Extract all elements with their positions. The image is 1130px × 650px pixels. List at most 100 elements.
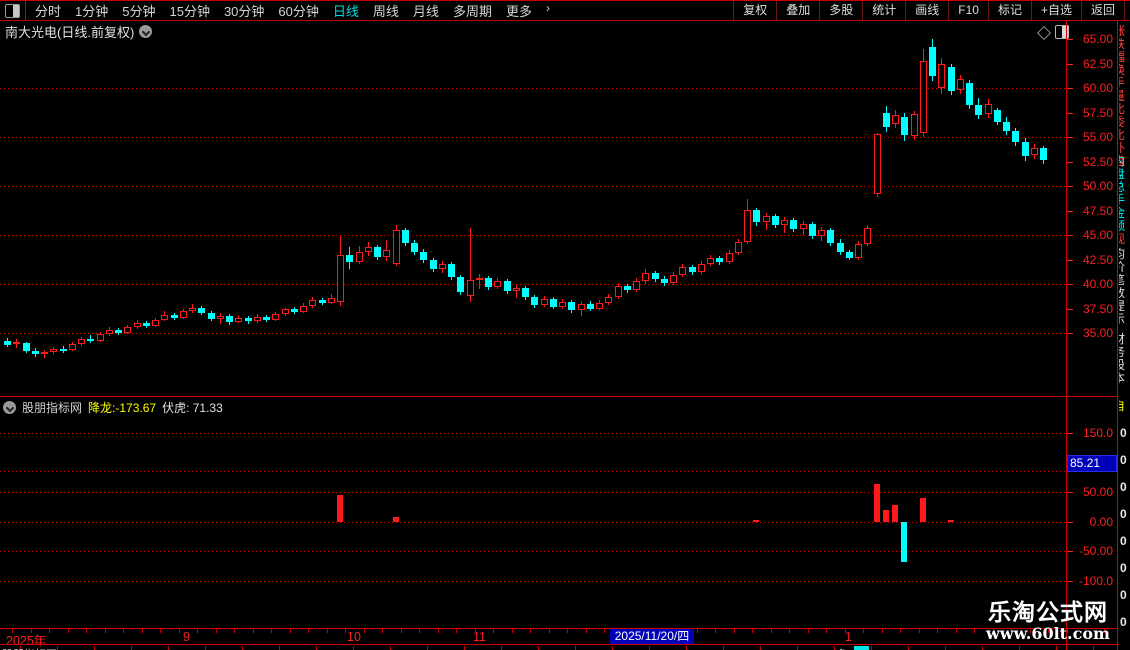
period-item-15分钟[interactable]: 15分钟	[169, 4, 210, 19]
action-item-画线[interactable]: 画线	[905, 1, 948, 20]
price-axis-tick	[1067, 333, 1073, 334]
clipped-char: 手	[1119, 76, 1126, 90]
more-chevron-icon[interactable]: ›	[545, 1, 550, 15]
price-axis-tick	[1067, 162, 1073, 163]
timeline-tick	[549, 629, 550, 633]
candle-up	[920, 61, 927, 133]
next-pane-tick	[20, 646, 21, 650]
clipped-char: 量	[1119, 89, 1126, 103]
price-axis-tick	[1067, 211, 1073, 212]
timeline-tick	[49, 629, 50, 633]
period-item-分时[interactable]: 分时	[35, 4, 62, 19]
action-item-F10[interactable]: F10	[948, 1, 988, 20]
gridline	[0, 284, 1066, 285]
clipped-char: 价	[1119, 260, 1126, 274]
timeline-tick	[734, 629, 735, 633]
indicator-axis-label: 50.00	[1082, 485, 1113, 499]
candle-up	[97, 334, 104, 341]
period-item-更多[interactable]: 更多	[505, 4, 532, 19]
watermark: 乐淘公式网 www.60lt.com	[986, 599, 1110, 643]
clipped-char: 总	[1119, 180, 1126, 194]
action-item-统计[interactable]: 统计	[862, 1, 905, 20]
price-axis-tick	[1067, 186, 1073, 187]
candle-up	[605, 297, 612, 303]
candle-up	[383, 250, 390, 257]
price-axis-label: 47.50	[1082, 204, 1113, 218]
period-item-5分钟[interactable]: 5分钟	[122, 4, 156, 19]
action-item-返回[interactable]: 返回	[1080, 1, 1125, 20]
price-axis-label: 40.00	[1082, 277, 1113, 291]
clipped-highlight-fragment	[854, 646, 869, 650]
timeline-tick	[567, 629, 568, 633]
action-item-叠加[interactable]: 叠加	[776, 1, 819, 20]
candle-up	[50, 349, 57, 352]
next-pane-tick	[390, 646, 391, 650]
next-pane-tick	[612, 646, 613, 650]
candle-up	[467, 280, 474, 296]
candle-down	[226, 316, 233, 322]
candle-down	[198, 308, 205, 313]
candle-down	[420, 252, 427, 260]
timeline-tick	[1104, 629, 1105, 633]
action-item-+自选[interactable]: +自选	[1030, 1, 1081, 20]
diamond-marker-icon[interactable]	[1036, 25, 1052, 41]
action-item-多股[interactable]: 多股	[819, 1, 862, 20]
candle-up	[744, 210, 751, 242]
candle-down	[32, 351, 39, 354]
price-axis-label: 65.00	[1082, 32, 1113, 46]
action-item-标记[interactable]: 标记	[987, 1, 1031, 20]
panel-toggle-icon[interactable]	[1055, 25, 1069, 39]
layout-split-icon[interactable]	[5, 3, 20, 18]
timeline-tick	[993, 629, 994, 633]
indicator-axis-tick	[1067, 492, 1073, 493]
indicator-gridline	[0, 471, 1066, 472]
candle-up	[439, 264, 446, 269]
period-item-月线[interactable]: 月线	[412, 4, 439, 19]
next-pane-tick	[168, 646, 169, 650]
candle-down	[263, 317, 270, 320]
period-item-周线[interactable]: 周线	[372, 4, 399, 19]
next-pane-tick	[982, 646, 983, 650]
next-pane-tick	[1056, 646, 1057, 650]
next-pane-tick	[205, 646, 206, 650]
timeline-tick	[105, 629, 106, 633]
next-pane-tick	[760, 646, 761, 650]
candle-up	[892, 115, 899, 124]
next-pane-tick	[538, 646, 539, 650]
price-axis-tick	[1067, 137, 1073, 138]
candle-down	[457, 277, 464, 292]
clipped-zero-value: 0	[1120, 534, 1127, 548]
candle-wick	[470, 228, 471, 302]
price-axis-tick	[1067, 309, 1073, 310]
clipped-zero-value: 0	[1120, 615, 1127, 629]
chevron-down-icon[interactable]	[139, 25, 153, 38]
next-pane-tick	[131, 646, 132, 650]
clipped-char: 幅	[1119, 50, 1126, 64]
period-item-60分钟[interactable]: 60分钟	[278, 4, 319, 19]
candle-up	[800, 224, 807, 229]
candle-up	[541, 299, 548, 305]
clipped-char: 盘	[1119, 154, 1126, 168]
timeline-tick	[1067, 629, 1068, 633]
period-item-多周期[interactable]: 多周期	[452, 4, 492, 19]
candle-up	[874, 134, 881, 194]
candle-up	[578, 304, 585, 310]
next-pane-tick	[834, 646, 835, 650]
chevron-down-icon[interactable]	[3, 401, 16, 414]
candle-down	[143, 323, 150, 326]
candle-down	[846, 252, 853, 258]
period-item-1分钟[interactable]: 1分钟	[75, 4, 109, 19]
candle-up	[189, 308, 196, 311]
candle-down	[1012, 131, 1019, 142]
candle-up	[818, 230, 825, 236]
price-axis-tick	[1067, 284, 1073, 285]
clipped-char: 财	[1119, 332, 1126, 346]
clipped-char: 盘	[1119, 167, 1126, 181]
timeline-label: 10	[347, 630, 361, 644]
candle-down	[948, 67, 955, 91]
chart-title-row: 南大光电(日线.前复权)	[5, 22, 153, 41]
axis-border-line	[1066, 20, 1067, 650]
period-item-30分钟[interactable]: 30分钟	[223, 4, 265, 19]
action-item-复权[interactable]: 复权	[733, 1, 776, 20]
period-item-日线[interactable]: 日线	[332, 4, 359, 19]
